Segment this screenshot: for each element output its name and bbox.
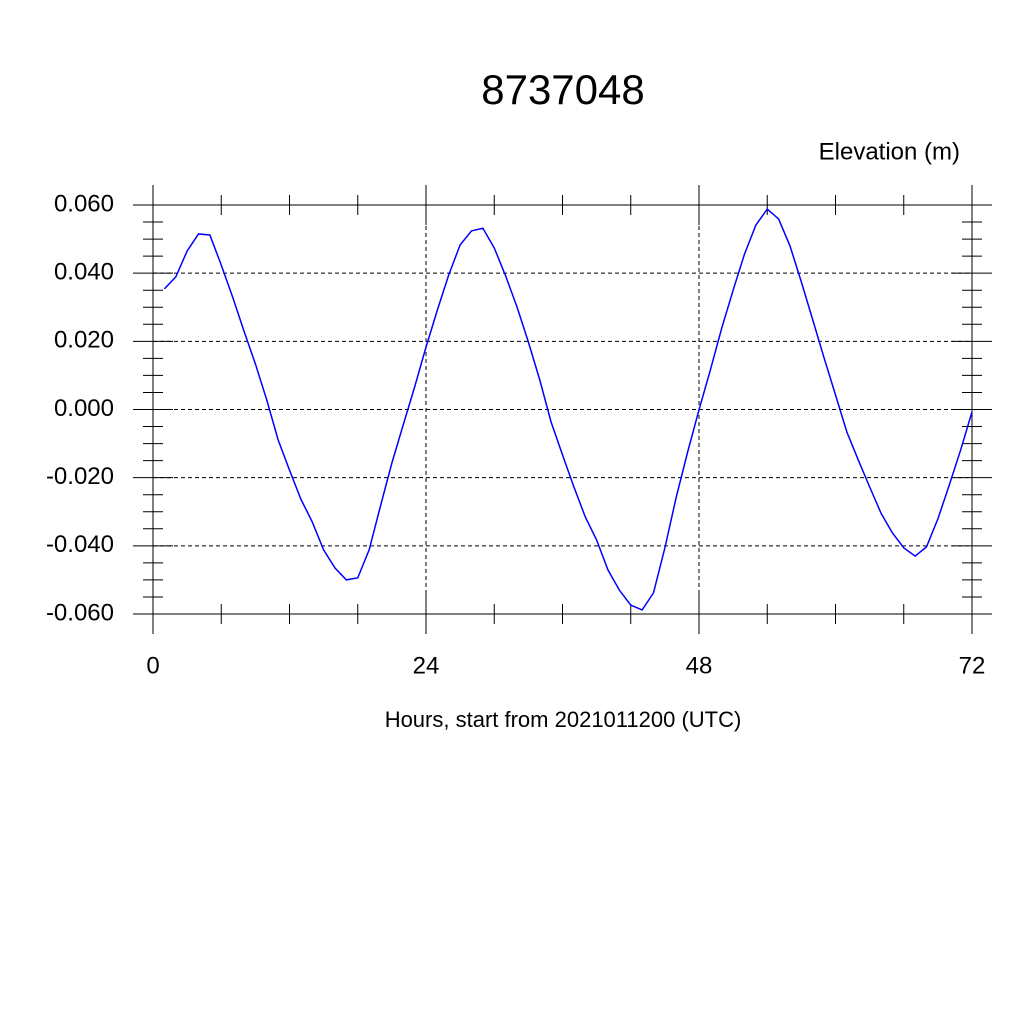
x-tick-label: 72: [959, 652, 986, 679]
x-tick-label: 24: [413, 652, 440, 679]
y-tick-label: -0.040: [46, 531, 114, 558]
y-tick-label: 0.040: [54, 259, 114, 286]
y-tick-label: -0.020: [46, 463, 114, 490]
x-tick-label: 48: [686, 652, 713, 679]
y-tick-label: 0.060: [54, 190, 114, 217]
y-axis-title: Elevation (m): [819, 138, 960, 165]
data-line: [163, 207, 973, 611]
y-tick-label: 0.020: [54, 327, 114, 354]
plot-frame: [152, 204, 973, 615]
y-tick-label: -0.060: [46, 599, 114, 626]
x-axis-title: Hours, start from 2021011200 (UTC): [385, 707, 742, 732]
x-tick-label: 0: [146, 652, 159, 679]
chart-title: 8737048: [481, 66, 645, 113]
y-tick-label: 0.000: [54, 395, 114, 422]
